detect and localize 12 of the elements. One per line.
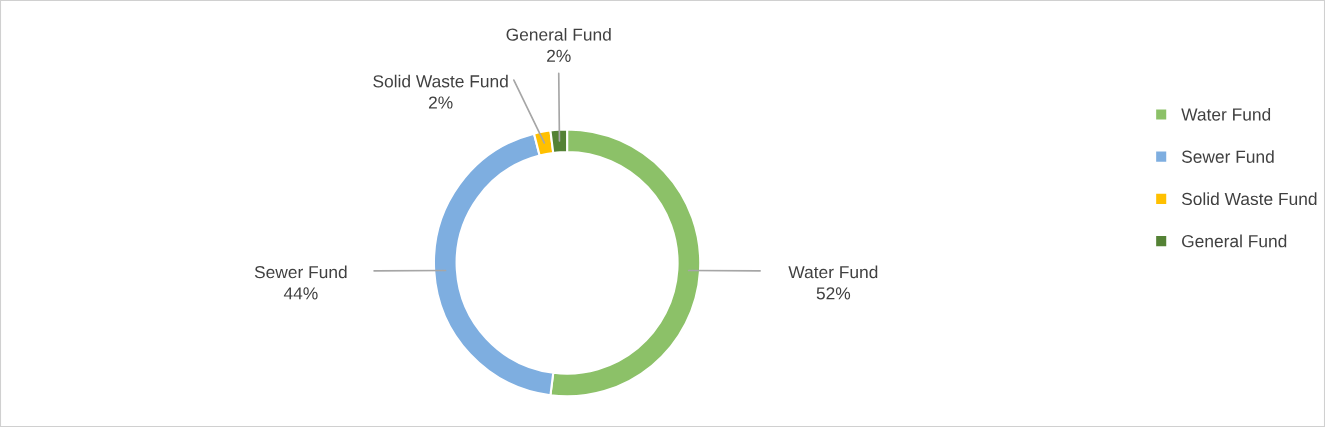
legend-label: Solid Waste Fund bbox=[1181, 192, 1317, 206]
slice-label: Sewer Fund bbox=[254, 265, 347, 279]
legend-label: Sewer Fund bbox=[1181, 150, 1274, 163]
slice-label: Solid Waste Fund bbox=[373, 74, 508, 88]
data-label: 52% bbox=[816, 287, 851, 300]
data-label: 2% bbox=[428, 96, 453, 109]
data-label: 44% bbox=[283, 287, 318, 300]
legend-label: Water Fund bbox=[1181, 107, 1271, 121]
legend-label: General Fund bbox=[1182, 234, 1287, 248]
slice-label: General Fund bbox=[506, 28, 611, 41]
data-label: 2% bbox=[547, 49, 571, 62]
slice-label: Water Fund bbox=[788, 265, 878, 279]
